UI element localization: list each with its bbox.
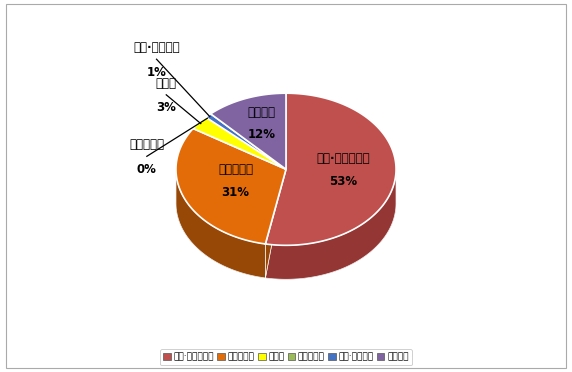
Text: 두유류: 두유류 xyxy=(156,77,177,90)
Polygon shape xyxy=(176,169,265,278)
Text: 3%: 3% xyxy=(156,101,176,114)
Text: 기타음료: 기타음료 xyxy=(248,106,276,119)
Polygon shape xyxy=(265,93,396,245)
Polygon shape xyxy=(210,93,286,169)
Text: 12%: 12% xyxy=(248,128,276,141)
Legend: 과일·채소류음료, 탄산음료류, 두유류, 발효음료류, 인삼·홍삼음료, 기타음료: 과일·채소류음료, 탄산음료류, 두유류, 발효음료류, 인삼·홍삼음료, 기타… xyxy=(160,349,412,365)
Text: 53%: 53% xyxy=(329,174,357,187)
Text: 인삼·홍삼음료: 인삼·홍삼음료 xyxy=(133,41,180,54)
Polygon shape xyxy=(176,128,286,244)
Polygon shape xyxy=(176,127,396,279)
Text: 1%: 1% xyxy=(146,66,166,79)
Text: 과일·채소류음료: 과일·채소류음료 xyxy=(316,152,370,165)
Polygon shape xyxy=(265,170,396,279)
Polygon shape xyxy=(265,169,286,278)
Text: 31%: 31% xyxy=(221,186,249,199)
Text: 0%: 0% xyxy=(137,163,157,176)
Polygon shape xyxy=(206,114,286,169)
Text: 탄산음료류: 탄산음료류 xyxy=(218,163,253,176)
Text: 발효음료류: 발효음료류 xyxy=(129,138,164,151)
Polygon shape xyxy=(193,117,286,169)
Polygon shape xyxy=(265,169,286,278)
